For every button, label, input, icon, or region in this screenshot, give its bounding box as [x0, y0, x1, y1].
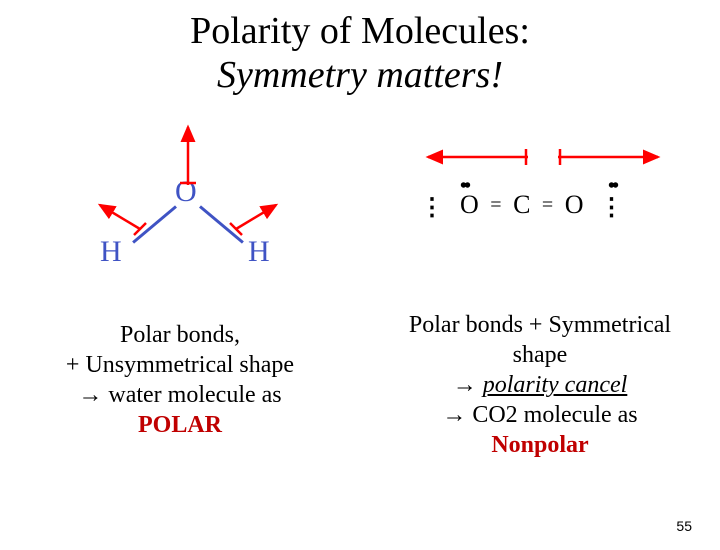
- page-number: 55: [676, 518, 692, 534]
- water-column: O H H: [0, 105, 360, 460]
- co2-C: C: [513, 190, 531, 219]
- co2-O-right: O: [565, 190, 585, 219]
- co2-caption: Polar bonds + Symmetrical shape → polari…: [360, 310, 720, 460]
- arrow-icon: →: [78, 381, 102, 408]
- content-columns: O H H: [0, 105, 720, 460]
- arrow-icon: →: [442, 401, 466, 428]
- co2-cap-l2: shape: [375, 340, 705, 370]
- co2-column: •• •• ⋮ O = C = O ⋮ Polar bonds + Symmet…: [360, 105, 720, 460]
- co2-diagram: •• •• ⋮ O = C = O ⋮: [360, 105, 720, 295]
- co2-cap-l4: → CO2 molecule as: [375, 400, 705, 430]
- title-line-2: Symmetry matters!: [0, 54, 720, 98]
- water-diagram: O H H: [0, 105, 360, 295]
- slide-title: Polarity of Molecules: Symmetry matters!: [0, 10, 720, 97]
- co2-bond-2: =: [539, 194, 557, 216]
- title-line-1: Polarity of Molecules:: [0, 10, 720, 54]
- lone-pair-right: ⋮: [599, 204, 624, 212]
- co2-formula: ⋮ O = C = O ⋮: [420, 190, 624, 220]
- water-cap-l2: + Unsymmetrical shape: [15, 350, 345, 380]
- lone-pair-left: ⋮: [420, 204, 445, 212]
- water-cap-l4: POLAR: [15, 410, 345, 440]
- water-caption: Polar bonds, + Unsymmetrical shape → wat…: [0, 320, 360, 440]
- arrow-icon: →: [453, 371, 477, 398]
- co2-O-left: O: [460, 190, 480, 219]
- co2-bond-1: =: [487, 194, 505, 216]
- water-cap-l1: Polar bonds,: [15, 320, 345, 350]
- water-cap-l3: → water molecule as: [15, 380, 345, 410]
- water-dipole-arrows: [0, 105, 360, 295]
- co2-cap-l3: → polarity cancel: [375, 370, 705, 400]
- co2-cap-l5: Nonpolar: [375, 430, 705, 460]
- co2-cap-l1: Polar bonds + Symmetrical: [375, 310, 705, 340]
